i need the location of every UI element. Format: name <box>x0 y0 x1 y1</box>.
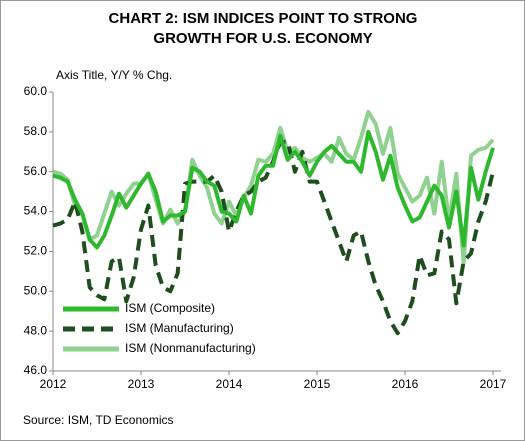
x-tick-label: 2017 <box>480 377 507 391</box>
x-tick-label: 2014 <box>216 377 243 391</box>
x-tick-label: 2012 <box>40 377 67 391</box>
y-tick-label: 48.0 <box>24 323 48 337</box>
source: Source: ISM, TD Economics <box>23 413 174 427</box>
series-line <box>52 109 495 266</box>
y-tick-label: 54.0 <box>24 204 48 218</box>
x-tick-label: 2016 <box>392 377 419 391</box>
y-axis-label: Axis Title, Y/Y % Chg. <box>56 68 172 82</box>
y-tick-label: 56.0 <box>24 164 48 178</box>
legend-label: ISM (Composite) <box>125 301 215 315</box>
series-line <box>52 139 495 336</box>
y-tick-label: 50.0 <box>24 283 48 297</box>
legend-label: ISM (Nonmanufacturing) <box>125 341 256 355</box>
x-tick-label: 2015 <box>304 377 331 391</box>
y-tick-label: 58.0 <box>24 124 48 138</box>
x-tick-label: 2013 <box>128 377 155 391</box>
series-line <box>52 129 495 250</box>
y-tick-label: 52.0 <box>24 244 48 258</box>
y-tick-label: 46.0 <box>24 363 48 377</box>
legend-label: ISM (Manufacturing) <box>125 321 234 335</box>
y-tick-label: 60.0 <box>24 84 48 98</box>
chart-title: CHART 2: ISM INDICES POINT TO STRONG GRO… <box>108 10 418 47</box>
